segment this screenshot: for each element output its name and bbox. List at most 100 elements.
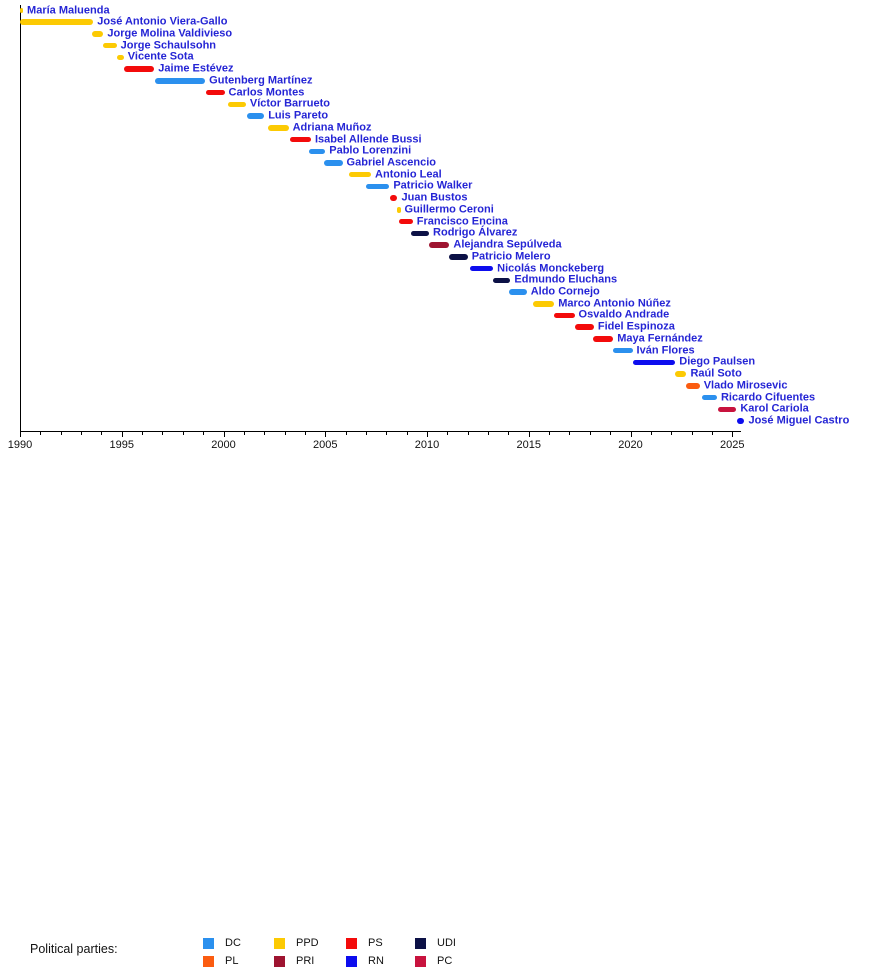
x-axis-tick-label: 2015 xyxy=(517,439,541,451)
legend-code: PL xyxy=(225,956,238,967)
timeline-bar xyxy=(155,78,205,84)
person-name-link[interactable]: Karol Cariola xyxy=(740,404,808,415)
timeline-bar xyxy=(449,254,467,260)
major-tick xyxy=(732,432,733,437)
legend-entry-udi: UDI xyxy=(415,935,487,953)
timeline-bar xyxy=(92,31,103,37)
legend-swatch-icon xyxy=(274,956,285,967)
person-name-link[interactable]: Alejandra Sepúlveda xyxy=(453,240,561,251)
timeline-bar xyxy=(399,219,413,225)
person-name-link[interactable]: Diego Paulsen xyxy=(679,357,755,368)
person-name-link[interactable]: Nicolás Monckeberg xyxy=(497,263,604,274)
minor-tick xyxy=(386,432,387,436)
minor-tick xyxy=(569,432,570,436)
minor-tick xyxy=(162,432,163,436)
timeline-bar xyxy=(613,348,632,354)
minor-tick xyxy=(366,432,367,436)
person-name-link[interactable]: Rodrigo Álvarez xyxy=(433,228,517,239)
x-axis-tick-label: 2000 xyxy=(211,439,235,451)
person-name-link[interactable]: Guillermo Ceroni xyxy=(405,204,494,215)
minor-tick xyxy=(81,432,82,436)
legend-entry-ps: PS xyxy=(346,935,415,953)
timeline-bar xyxy=(702,395,717,401)
person-name-link[interactable]: Maya Fernández xyxy=(617,333,703,344)
legend-swatch-icon xyxy=(415,956,426,967)
x-axis-tick-label: 2025 xyxy=(720,439,744,451)
person-name-link[interactable]: Aldo Cornejo xyxy=(531,287,600,298)
legend-entry-pri: PRI xyxy=(274,953,346,970)
timeline-bar xyxy=(247,113,264,119)
minor-tick xyxy=(407,432,408,436)
person-name-link[interactable]: José Miguel Castro xyxy=(748,416,849,427)
legend-swatch-icon xyxy=(346,956,357,967)
timeline-bar xyxy=(675,371,686,377)
person-name-link[interactable]: María Maluenda xyxy=(27,5,110,16)
person-name-link[interactable]: Carlos Montes xyxy=(229,87,305,98)
person-name-link[interactable]: Gabriel Ascencio xyxy=(347,157,436,168)
person-name-link[interactable]: Jaime Estévez xyxy=(158,64,233,75)
minor-tick xyxy=(244,432,245,436)
minor-tick xyxy=(40,432,41,436)
legend-entry-ppd: PPD xyxy=(274,935,346,953)
major-tick xyxy=(529,432,530,437)
timeline-bar xyxy=(309,149,325,155)
person-name-link[interactable]: Isabel Allende Bussi xyxy=(315,134,422,145)
x-axis-tick-label: 1995 xyxy=(110,439,134,451)
minor-tick xyxy=(488,432,489,436)
person-name-link[interactable]: Marco Antonio Núñez xyxy=(558,298,671,309)
timeline-bar xyxy=(593,336,613,342)
person-name-link[interactable]: Antonio Leal xyxy=(375,169,442,180)
minor-tick xyxy=(447,432,448,436)
person-name-link[interactable]: Edmundo Eluchans xyxy=(514,275,617,286)
person-name-link[interactable]: Osvaldo Andrade xyxy=(579,310,670,321)
person-name-link[interactable]: Patricio Melero xyxy=(472,251,551,262)
minor-tick xyxy=(651,432,652,436)
major-tick xyxy=(224,432,225,437)
major-tick xyxy=(427,432,428,437)
person-name-link[interactable]: José Antonio Viera-Gallo xyxy=(97,17,227,28)
minor-tick xyxy=(610,432,611,436)
timeline-bar xyxy=(124,66,155,72)
timeline-bar xyxy=(429,242,449,248)
legend-swatch-icon xyxy=(346,938,357,949)
person-name-link[interactable]: Víctor Barrueto xyxy=(250,99,330,110)
minor-tick xyxy=(264,432,265,436)
legend-code: RN xyxy=(368,956,384,967)
minor-tick xyxy=(671,432,672,436)
person-name-link[interactable]: Jorge Schaulsohn xyxy=(121,40,216,51)
minor-tick xyxy=(468,432,469,436)
person-name-link[interactable]: Luis Pareto xyxy=(268,111,328,122)
timeline-bar xyxy=(290,137,311,143)
person-name-link[interactable]: Raúl Soto xyxy=(690,369,741,380)
timeline-bar xyxy=(493,278,510,284)
person-name-link[interactable]: Francisco Encina xyxy=(417,216,508,227)
minor-tick xyxy=(305,432,306,436)
person-name-link[interactable]: Juan Bustos xyxy=(401,193,467,204)
timeline-bar xyxy=(206,90,224,96)
minor-tick xyxy=(61,432,62,436)
legend-code: UDI xyxy=(437,938,456,949)
minor-tick xyxy=(101,432,102,436)
person-name-link[interactable]: Iván Flores xyxy=(637,345,695,356)
timeline-bar xyxy=(575,324,594,330)
minor-tick xyxy=(203,432,204,436)
person-name-link[interactable]: Vicente Sota xyxy=(128,52,194,63)
person-name-link[interactable]: Ricardo Cifuentes xyxy=(721,392,815,403)
minor-tick xyxy=(692,432,693,436)
minor-tick xyxy=(508,432,509,436)
person-name-link[interactable]: Pablo Lorenzini xyxy=(329,146,411,157)
minor-tick xyxy=(285,432,286,436)
person-name-link[interactable]: Fidel Espinoza xyxy=(598,322,675,333)
person-name-link[interactable]: Adriana Muñoz xyxy=(293,122,372,133)
timeline-bar xyxy=(633,360,676,366)
legend-swatch-icon xyxy=(415,938,426,949)
minor-tick xyxy=(183,432,184,436)
person-name-link[interactable]: Jorge Molina Valdivieso xyxy=(107,28,232,39)
person-name-link[interactable]: Patricio Walker xyxy=(393,181,472,192)
person-name-link[interactable]: Vlado Mirosevic xyxy=(704,380,788,391)
person-name-link[interactable]: Gutenberg Martínez xyxy=(209,75,312,86)
timeline-bar xyxy=(509,289,526,295)
timeline-bar xyxy=(533,301,554,307)
y-axis-line xyxy=(20,5,21,431)
